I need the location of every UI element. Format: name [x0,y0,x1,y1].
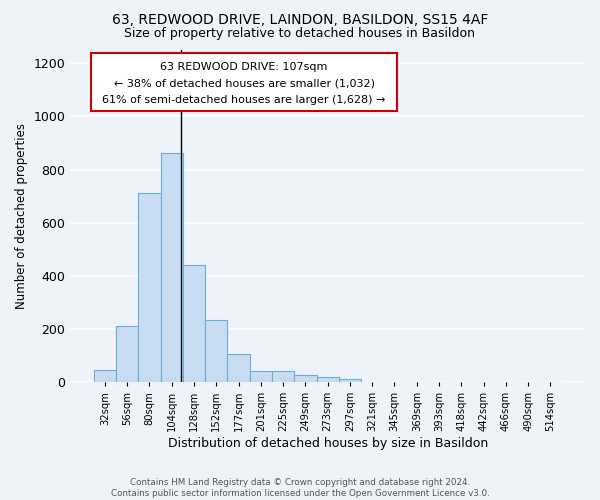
Bar [138,192,161,382]
Text: Size of property relative to detached houses in Basildon: Size of property relative to detached ho… [125,28,476,40]
Y-axis label: Number of detached properties: Number of detached properties [15,123,28,309]
Bar [317,376,339,382]
Bar [116,326,138,382]
Text: ← 38% of detached houses are smaller (1,032): ← 38% of detached houses are smaller (1,… [113,78,374,88]
Bar [227,354,250,382]
Bar [205,320,227,382]
X-axis label: Distribution of detached houses by size in Basildon: Distribution of detached houses by size … [167,437,488,450]
FancyBboxPatch shape [91,54,397,112]
Bar [94,370,116,382]
Bar [294,376,317,382]
Bar [272,370,294,382]
Text: Contains HM Land Registry data © Crown copyright and database right 2024.
Contai: Contains HM Land Registry data © Crown c… [110,478,490,498]
Bar [250,370,272,382]
Text: 61% of semi-detached houses are larger (1,628) →: 61% of semi-detached houses are larger (… [103,95,386,105]
Bar [183,265,205,382]
Bar [161,153,183,382]
Text: 63 REDWOOD DRIVE: 107sqm: 63 REDWOOD DRIVE: 107sqm [160,62,328,72]
Bar [339,380,361,382]
Text: 63, REDWOOD DRIVE, LAINDON, BASILDON, SS15 4AF: 63, REDWOOD DRIVE, LAINDON, BASILDON, SS… [112,12,488,26]
